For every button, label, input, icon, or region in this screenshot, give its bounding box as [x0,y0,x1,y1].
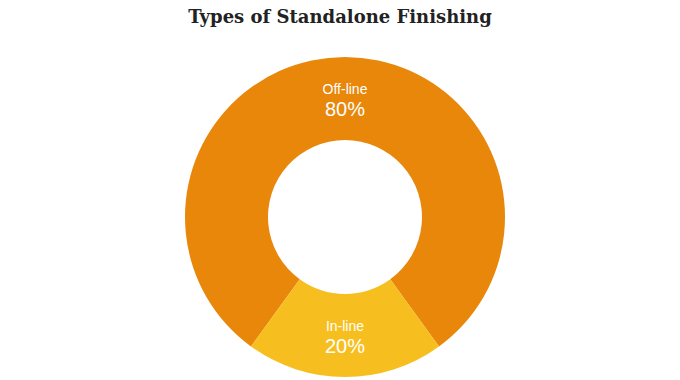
svg-text:80%: 80% [325,98,365,120]
svg-text:Off-line: Off-line [323,81,368,97]
svg-text:20%: 20% [325,335,365,357]
html-text:Types of Standalone Finishing: Types of Standalone Finishing [188,6,492,27]
svg-text:In-line: In-line [326,318,364,334]
